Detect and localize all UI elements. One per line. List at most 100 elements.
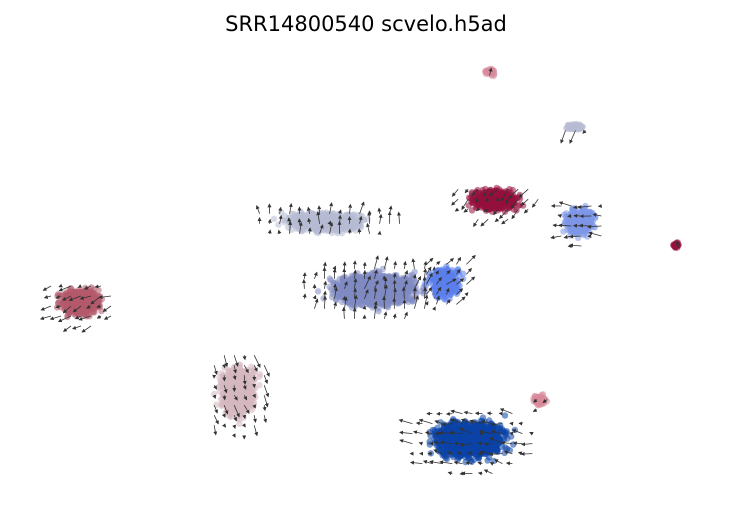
velocity-arrow [302, 293, 307, 299]
velocity-arrow [253, 365, 258, 372]
velocity-arrow [377, 207, 382, 214]
cell-point [501, 412, 509, 419]
velocity-arrow [313, 271, 318, 279]
velocity-arrow [263, 375, 269, 384]
velocity-arrow [323, 280, 328, 289]
velocity-arrow [243, 365, 249, 374]
cell-point [444, 271, 451, 278]
cell-point [510, 441, 517, 448]
velocity-arrow [222, 364, 227, 369]
velocity-arrow [103, 315, 112, 320]
cell-point [85, 303, 93, 310]
cell-point [59, 300, 66, 307]
cell-point [411, 268, 418, 276]
velocity-arrow [222, 423, 226, 428]
cell-point [306, 211, 313, 218]
velocity-arrow [241, 423, 246, 428]
velocity-arrow [333, 301, 338, 309]
velocity-arrow [43, 295, 52, 299]
velocity-arrow [263, 415, 268, 423]
velocity-arrow [352, 307, 357, 319]
velocity-arrow [242, 385, 247, 390]
velocity-arrow [367, 211, 372, 224]
cell-point [314, 288, 322, 295]
velocity-arrow [288, 203, 293, 214]
velocity-arrow [252, 404, 256, 409]
velocity-arrow [253, 415, 257, 423]
cell-point [346, 289, 353, 297]
cluster-1 [211, 355, 270, 440]
cell-point [344, 295, 351, 302]
velocity-arrow [232, 375, 237, 381]
velocity-arrow [466, 267, 472, 275]
velocity-arrow [307, 217, 312, 224]
cell-point [434, 280, 441, 287]
cell-point [270, 215, 278, 223]
cell-point [444, 283, 452, 290]
velocity-arrow [302, 279, 307, 289]
velocity-arrow [464, 292, 469, 297]
velocity-arrow [42, 285, 52, 291]
velocity-arrow [432, 306, 436, 311]
velocity-arrow [255, 205, 260, 214]
cell-point [245, 390, 253, 397]
velocity-arrow [96, 304, 102, 309]
cell-point [247, 404, 255, 411]
velocity-arrow [374, 255, 379, 269]
velocity-arrow [213, 415, 219, 425]
velocity-arrow [40, 305, 52, 311]
velocity-arrow [466, 254, 476, 265]
velocity-arrow [396, 211, 401, 224]
velocity-arrow [366, 222, 370, 234]
velocity-arrow [424, 301, 429, 306]
cell-point [459, 270, 467, 277]
velocity-arrow [358, 215, 363, 224]
cell-point [320, 212, 327, 219]
cell-point [240, 414, 247, 422]
velocity-arrow [383, 311, 388, 319]
velocity-arrow [362, 269, 367, 279]
cell-point [237, 399, 245, 406]
cell-point [290, 210, 297, 217]
cell-point [238, 367, 245, 375]
velocity-arrow [263, 385, 270, 398]
velocity-arrow [232, 424, 237, 429]
velocity-arrow [267, 229, 272, 234]
velocity-arrow [302, 272, 307, 279]
velocity-arrow [243, 404, 250, 414]
cell-point [213, 401, 220, 408]
cell-point [231, 406, 238, 413]
velocity-arrow [223, 405, 229, 415]
velocity-arrow [456, 296, 466, 305]
velocity-arrow [262, 405, 267, 412]
cell-point [462, 458, 469, 466]
velocity-arrow [319, 224, 324, 234]
cell-point [278, 209, 285, 216]
cell-point [342, 211, 349, 219]
cell-point [417, 288, 424, 295]
cell-point [353, 298, 360, 305]
velocity-arrow [58, 283, 63, 288]
cell-point [232, 382, 239, 390]
cell-point [80, 288, 87, 295]
velocity-arrow [316, 211, 321, 224]
cell-point [394, 300, 402, 307]
velocity-arrow [288, 220, 293, 234]
cell-point [226, 368, 233, 375]
cell-point [229, 411, 236, 418]
velocity-arrow [263, 395, 269, 408]
cell-point [71, 298, 78, 305]
velocity-arrow [242, 355, 247, 361]
velocity-arrow [74, 315, 82, 320]
cell-point [355, 220, 362, 228]
velocity-arrow [466, 276, 476, 285]
cell-point [387, 283, 394, 290]
cell-point [249, 384, 257, 391]
velocity-arrow [213, 365, 218, 376]
velocity-arrow [341, 306, 346, 319]
velocity-arrow [243, 395, 248, 401]
velocity-arrow [362, 305, 367, 310]
velocity-arrow [213, 405, 218, 414]
velocity-arrow [278, 206, 283, 214]
